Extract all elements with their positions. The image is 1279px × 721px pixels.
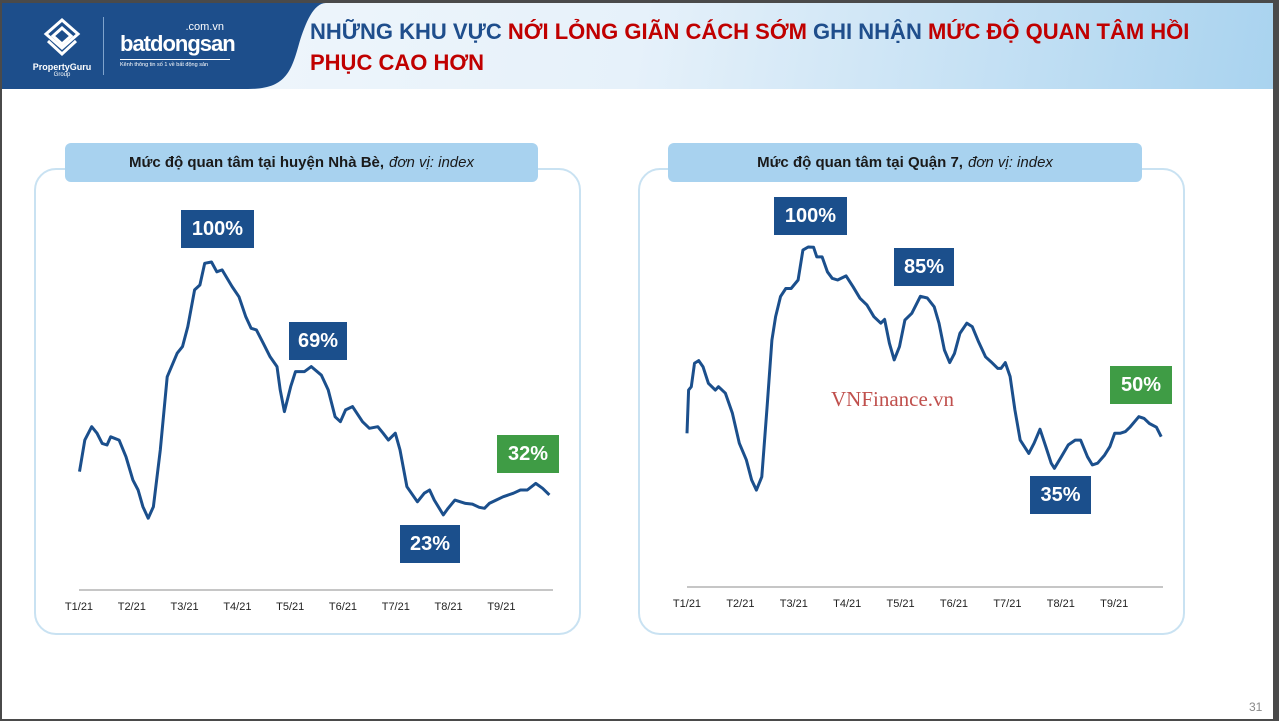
x-tick-label: T6/21 — [940, 598, 968, 610]
series-line — [78, 260, 551, 520]
x-tick-label: T8/21 — [1047, 598, 1075, 610]
title-part-4: MỨC ĐỘ QUAN TÂM HỒI PHỤC CAO HƠN — [310, 19, 1190, 75]
logo2-tagline: Kênh thông tin số 1 về bất động sản — [120, 59, 230, 68]
chart-title-quan-7: Mức độ quan tâm tại Quận 7, đơn vị: index — [668, 143, 1142, 182]
logo1-text: PropertyGuru — [32, 62, 92, 72]
charts-canvas: T1/21 T2/21 T3/21 T4/21 T5/21 T6/21 T7/21 T8/21… — [65, 245, 1163, 613]
watermark: VNFinance.vn — [831, 387, 955, 411]
annotation-nha-be-69: 69% — [289, 322, 347, 360]
page-number: 31 — [1249, 700, 1263, 714]
chart-title-text: Mức độ quan tâm tại huyện Nhà Bè, — [128, 154, 385, 171]
logo2-domain: .com.vn — [185, 21, 224, 33]
annotation-q7-latest: 50% — [1110, 366, 1172, 404]
chart-title-unit: đơn vị: index — [389, 154, 474, 171]
x-tick-label: T8/21 — [435, 601, 463, 613]
logo2-text: batdongsan — [120, 31, 236, 56]
x-tick-label: T7/21 — [993, 598, 1021, 610]
slide: PropertyGuru Group .com.vn batdongsan Kê… — [2, 3, 1273, 719]
page-title: NHỮNG KHU VỰC NỚI LỎNG GIÃN CÁCH SỚM GHI… — [310, 16, 1210, 78]
x-tick-label: T9/21 — [1100, 598, 1128, 610]
chart-title-nha-be: Mức độ quan tâm tại huyện Nhà Bè, đơn vị:… — [65, 143, 538, 182]
x-tick-label: T3/21 — [171, 601, 199, 613]
x-tick-label: T1/21 — [673, 598, 701, 610]
logo1-sub: Group — [53, 72, 71, 78]
annotation-nha-be-latest: 32% — [497, 435, 559, 473]
header-brand-band — [2, 3, 326, 89]
annotation-q7-peak: 100% — [774, 197, 847, 235]
title-part-1: NHỮNG KHU VỰC — [310, 19, 508, 44]
x-tick-label: T7/21 — [382, 601, 410, 613]
x-tick-label: T4/21 — [223, 601, 251, 613]
annotation-q7-85: 85% — [894, 248, 954, 286]
x-tick-label: T5/21 — [887, 598, 915, 610]
annotation-nha-be-min: 23% — [400, 525, 460, 563]
annotation-nha-be-peak: 100% — [181, 210, 254, 248]
chart-title-unit: đơn vị: index — [967, 154, 1053, 171]
chart-card-nha-be — [34, 168, 581, 635]
x-tick-label: T1/21 — [65, 601, 93, 613]
x-tick-label: T9/21 — [487, 601, 515, 613]
x-tick-label: T2/21 — [726, 598, 754, 610]
title-part-2: NỚI LỎNG GIÃN CÁCH SỚM — [507, 19, 807, 44]
propertyguru-logo: PropertyGuru Group — [32, 17, 92, 78]
x-tick-label: T3/21 — [780, 598, 808, 610]
title-part-3: GHI NHẬN — [806, 19, 928, 44]
logo-divider — [103, 17, 104, 75]
propertyguru-house-icon — [43, 18, 81, 57]
x-tick-label: T2/21 — [118, 601, 146, 613]
chart-title-text: Mức độ quan tâm tại Quận 7, — [757, 154, 963, 171]
annotation-q7-min: 35% — [1030, 476, 1091, 514]
batdongsan-logo: .com.vn batdongsan Kênh thông tin số 1 v… — [120, 21, 236, 68]
x-tick-label: T5/21 — [276, 601, 304, 613]
x-tick-label: T6/21 — [329, 601, 357, 613]
x-tick-label: T4/21 — [833, 598, 861, 610]
series-line — [685, 245, 1163, 492]
